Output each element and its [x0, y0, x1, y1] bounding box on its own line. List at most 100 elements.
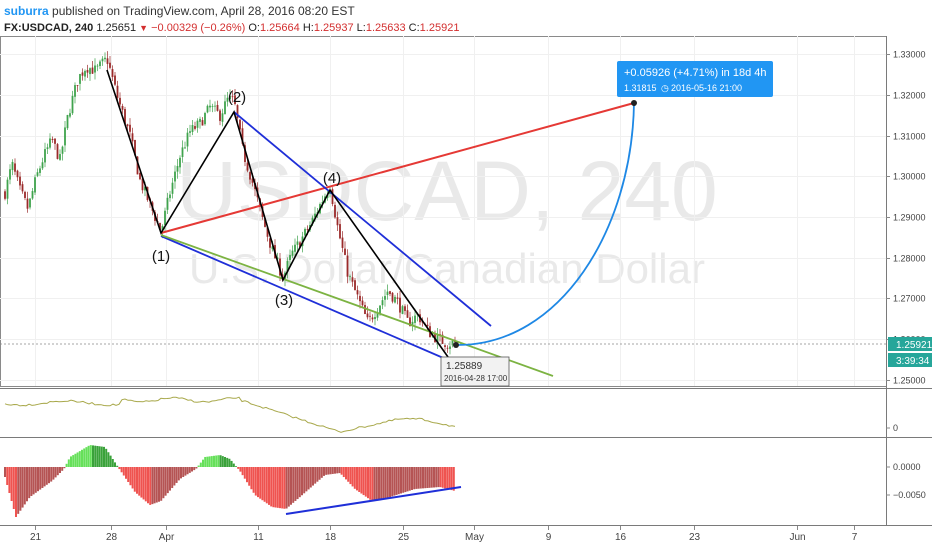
- elliott-wave-path[interactable]: [106, 69, 449, 358]
- candle-body-138: [349, 276, 351, 278]
- hist-bar-126: [281, 467, 284, 509]
- hist-bar-15: [37, 467, 39, 492]
- candle-body-29: [76, 85, 79, 86]
- start-point[interactable]: [453, 342, 459, 348]
- hist-bar-144: [320, 467, 323, 478]
- hist-bar-142: [316, 467, 319, 482]
- candle-body-1: [6, 179, 9, 199]
- watermark-description: U.S. Dollar/Canadian Dollar: [189, 245, 705, 292]
- upper-channel-line[interactable]: [233, 111, 492, 327]
- hist-bar-97: [217, 455, 220, 467]
- hist-bar-99: [221, 456, 224, 467]
- time-axis-label-11: 7: [852, 532, 858, 543]
- candle-body-4: [14, 163, 16, 172]
- hist-bar-116: [259, 467, 262, 499]
- lower-channel-line[interactable]: [160, 235, 449, 361]
- hist-bar-87: [195, 467, 198, 469]
- price-axis[interactable]: 1.33000 1.32000 1.31000 1.30000 1.29000 1.280…: [886, 50, 926, 386]
- candle-body-37: [96, 65, 99, 67]
- hist-bar-89: [199, 462, 202, 467]
- candle-body-0: [4, 191, 6, 199]
- candle-body-162: [409, 317, 411, 326]
- candle-body-10: [29, 198, 31, 208]
- time-axis[interactable]: 21 28 Apr 11 18 25 May 9 16 23 Jun 7: [30, 526, 858, 543]
- candle-body-16: [44, 149, 46, 163]
- projection-arc[interactable]: [457, 102, 635, 346]
- hist-bar-127: [283, 467, 286, 509]
- candle-body-169: [426, 324, 429, 327]
- hist-bar-129: [287, 467, 290, 507]
- hist-bar-22: [52, 467, 55, 480]
- hist-bar-154: [342, 467, 345, 478]
- candle-body-81: [206, 105, 209, 113]
- candle-body-157: [396, 297, 399, 299]
- open-label: O:: [248, 22, 260, 34]
- hist-bar-195: [433, 467, 435, 488]
- candle-body-145: [366, 313, 369, 318]
- time-axis-label-3: 11: [253, 532, 264, 543]
- price-axis-label-1: 1.32000: [893, 91, 926, 101]
- low-value: 1.25633: [365, 22, 406, 34]
- hist-bar-128: [285, 467, 288, 509]
- histogram-trendline[interactable]: [285, 486, 462, 515]
- candle-body-8: [24, 191, 26, 198]
- hist-bar-80: [180, 467, 182, 479]
- hist-bar-7: [19, 467, 22, 511]
- hist-bar-170: [378, 467, 380, 500]
- candle-body-5: [16, 170, 19, 178]
- low-tooltip[interactable]: 1.25889 2016-04-28 17:00: [440, 356, 510, 387]
- hist-bar-121: [270, 467, 273, 507]
- green-trendline[interactable]: [160, 234, 554, 377]
- candle-body-45: [116, 85, 119, 98]
- hist-bar-91: [204, 456, 207, 467]
- hist-bar-131: [292, 467, 295, 503]
- hist-bar-25: [59, 467, 61, 473]
- high-value: 1.25937: [313, 22, 354, 34]
- target-time: 2016-05-16 21:00: [671, 83, 742, 93]
- hist-bar-179: [397, 467, 400, 495]
- hist-bar-174: [386, 467, 389, 498]
- hist-bar-113: [252, 467, 255, 493]
- osc-axis-label-0: 0: [893, 423, 898, 433]
- hist-bar-108: [241, 467, 244, 476]
- drawings[interactable]: [106, 69, 637, 377]
- price-axis-label-0: 1.33000: [893, 50, 926, 60]
- candle-body-47: [121, 105, 124, 110]
- hist-bar-23: [54, 467, 57, 478]
- candle-body-178: [449, 346, 451, 349]
- candle-body-97: [246, 162, 249, 171]
- wave-label-3: (3): [275, 292, 293, 309]
- hist-bar-194: [430, 467, 433, 488]
- price-axis-label-2: 1.31000: [893, 132, 926, 142]
- hist-bar-137: [305, 467, 308, 492]
- hist-bar-118: [263, 467, 266, 502]
- candle-body-38: [99, 61, 101, 67]
- hist-bar-76: [171, 467, 174, 489]
- clock-icon: ◷: [661, 83, 669, 93]
- hist-bar-3: [10, 467, 13, 501]
- hist-bar-83: [186, 467, 189, 475]
- candle-body-124: [314, 213, 316, 218]
- hist-bar-4: [12, 467, 15, 509]
- hist-bar-21: [50, 467, 53, 482]
- author-name[interactable]: suburra: [4, 4, 49, 18]
- hist-bar-17: [41, 467, 44, 488]
- hist-bar-187: [415, 467, 418, 489]
- hist-bar-123: [274, 467, 277, 508]
- time-axis-label-7: 9: [546, 532, 552, 543]
- hist-bar-44: [100, 446, 103, 467]
- hist-bar-106: [237, 467, 240, 469]
- candle-body-86: [219, 110, 221, 121]
- hist-bar-107: [239, 467, 242, 472]
- target-point[interactable]: [631, 100, 637, 106]
- hist-bar-12: [30, 467, 33, 496]
- hist-bar-181: [402, 467, 405, 493]
- candle-body-23: [61, 146, 64, 154]
- red-trendline[interactable]: [160, 102, 635, 234]
- hist-bar-197: [437, 467, 440, 488]
- hist-bar-62: [140, 467, 143, 498]
- hist-bar-41: [94, 445, 97, 467]
- wave-label-1: (1): [152, 248, 170, 265]
- target-callout[interactable]: +0.05926 (+4.71%) in 18d 4h 1.31815 ◷ 20…: [617, 61, 773, 97]
